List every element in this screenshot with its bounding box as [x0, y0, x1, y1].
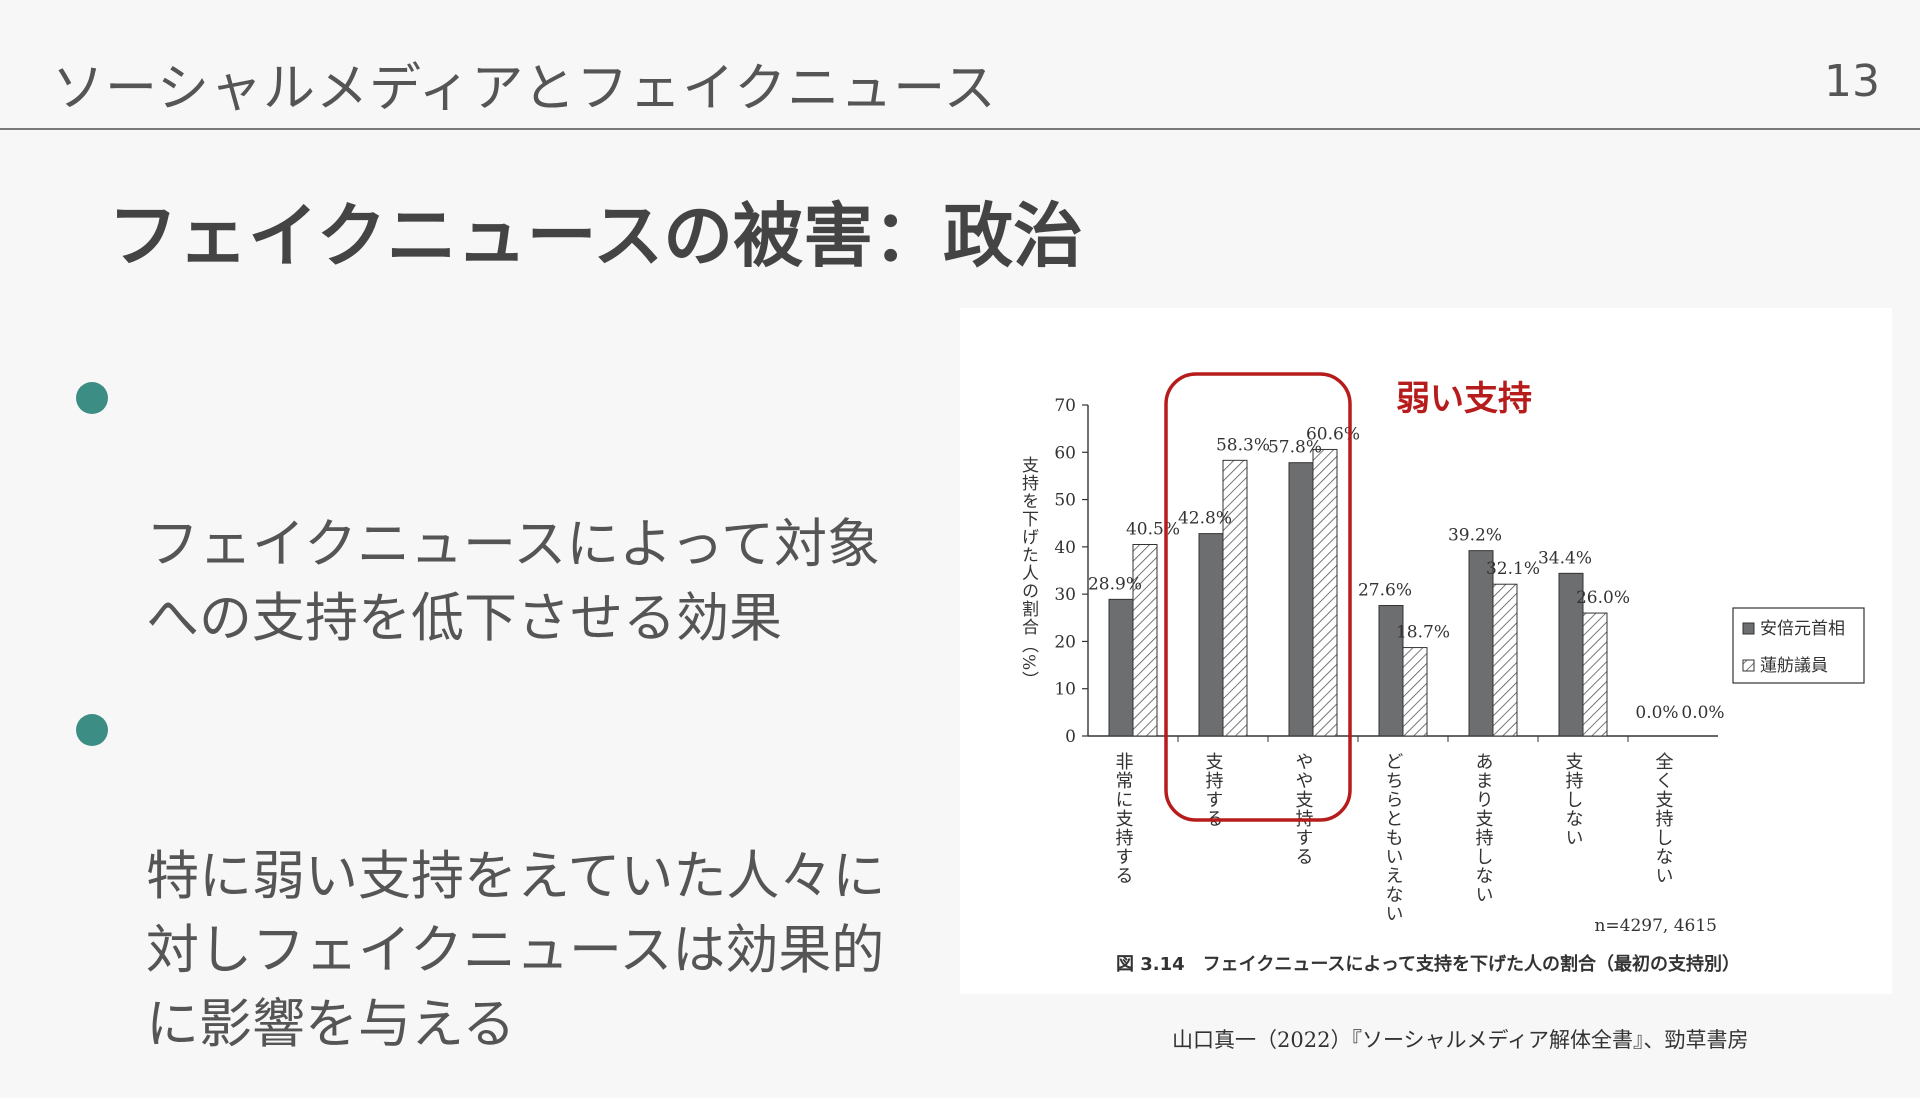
slide-title: フェイクニュースの被害：政治	[108, 195, 1084, 277]
category-label: あまり支持しない	[1473, 752, 1494, 904]
y-tick-label: 10	[1054, 680, 1076, 700]
data-label: 32.1%	[1486, 559, 1540, 579]
bullet-dot-icon	[76, 714, 108, 746]
data-label: 0.0%	[1681, 703, 1724, 723]
y-tick-label: 70	[1054, 396, 1076, 416]
bar-abe	[1468, 550, 1494, 737]
highlight-box	[1164, 372, 1352, 822]
bar-renho	[1582, 612, 1608, 737]
bullet-item: 特に弱い支持をえていた人々に 対しフェイクニュースは効果的 に影響を与える	[72, 692, 952, 1062]
page-number: 13	[1824, 56, 1880, 107]
bar-abe	[1378, 604, 1404, 737]
slide-header: ソーシャルメディアとフェイクニュース 13	[0, 0, 1920, 130]
data-label: 18.7%	[1396, 623, 1450, 643]
header-title: ソーシャルメディアとフェイクニュース	[52, 59, 997, 119]
legend-swatch-renho	[1742, 659, 1755, 672]
data-label: 58.3%	[1216, 435, 1270, 455]
bar-renho	[1312, 448, 1338, 737]
legend-swatch-abe	[1742, 622, 1755, 635]
bar-renho	[1402, 647, 1428, 737]
y-tick-label: 30	[1054, 585, 1076, 605]
legend-label: 安倍元首相	[1760, 619, 1845, 639]
figure-caption: 図 3.14 フェイクニュースによって支持を下げた人の割合（最初の支持別）	[1116, 953, 1740, 975]
data-label: 28.9%	[1088, 574, 1142, 594]
category-label: やや支持する	[1293, 752, 1314, 866]
data-label: 42.8%	[1178, 509, 1232, 529]
bar-renho	[1492, 583, 1518, 737]
y-tick-label: 20	[1054, 632, 1076, 652]
y-tick-label: 40	[1054, 538, 1076, 558]
bar-abe	[1198, 533, 1224, 737]
category-label: 非常に支持する	[1113, 752, 1134, 885]
category-label: 支持する	[1203, 752, 1224, 828]
citation: 山口真一（2022）『ソーシャルメディア解体全書』、勁草書房	[1172, 1028, 1749, 1052]
data-label: 60.6%	[1306, 424, 1360, 444]
bullet-text: フェイクニュースによって対象 への支持を低下させる効果	[146, 514, 881, 649]
y-axis-title: 支持を下げた人の割合（%）	[1018, 456, 1039, 689]
bar-chart: 0 10 20 30 40 50 60 70 支持を下げた人の割合（%） 28.9% 40.5% 非常…	[1018, 372, 1865, 975]
highlight-label: 弱い支持	[1396, 379, 1532, 419]
bar-abe	[1288, 462, 1314, 737]
category-label: 支持しない	[1563, 752, 1584, 847]
y-tick-label: 50	[1054, 491, 1076, 511]
chart-figure: 0 10 20 30 40 50 60 70 支持を下げた人の割合（%） 28.9% 40.5% 非常…	[960, 308, 1892, 994]
bullet-dot-icon	[76, 382, 108, 414]
sample-size-note: n=4297, 4615	[1594, 916, 1717, 936]
data-label: 26.0%	[1576, 588, 1630, 608]
legend-label: 蓮舫議員	[1760, 656, 1828, 676]
bar-renho	[1222, 459, 1248, 737]
category-label: 全く支持しない	[1653, 752, 1674, 885]
y-tick-label: 60	[1054, 443, 1076, 463]
data-label: 27.6%	[1358, 580, 1412, 600]
bullet-text: 特に弱い支持をえていた人々に 対しフェイクニュースは効果的 に影響を与える	[146, 846, 886, 1055]
data-label: 40.5%	[1126, 519, 1180, 539]
bar-renho	[1132, 543, 1158, 737]
bar-abe	[1108, 598, 1134, 737]
category-label: どちらともいえない	[1383, 752, 1404, 923]
data-label: 0.0%	[1635, 703, 1678, 723]
data-label: 39.2%	[1448, 526, 1502, 546]
legend-box	[1732, 607, 1865, 684]
bullet-list: フェイクニュースによって対象 への支持を低下させる効果 特に弱い支持をえていた人…	[72, 360, 952, 1098]
bar-abe	[1558, 572, 1584, 737]
data-label: 34.4%	[1538, 548, 1592, 568]
data-label: 57.8%	[1268, 438, 1322, 458]
y-tick-label: 0	[1065, 727, 1076, 747]
bullet-item: フェイクニュースによって対象 への支持を低下させる効果	[72, 360, 952, 656]
